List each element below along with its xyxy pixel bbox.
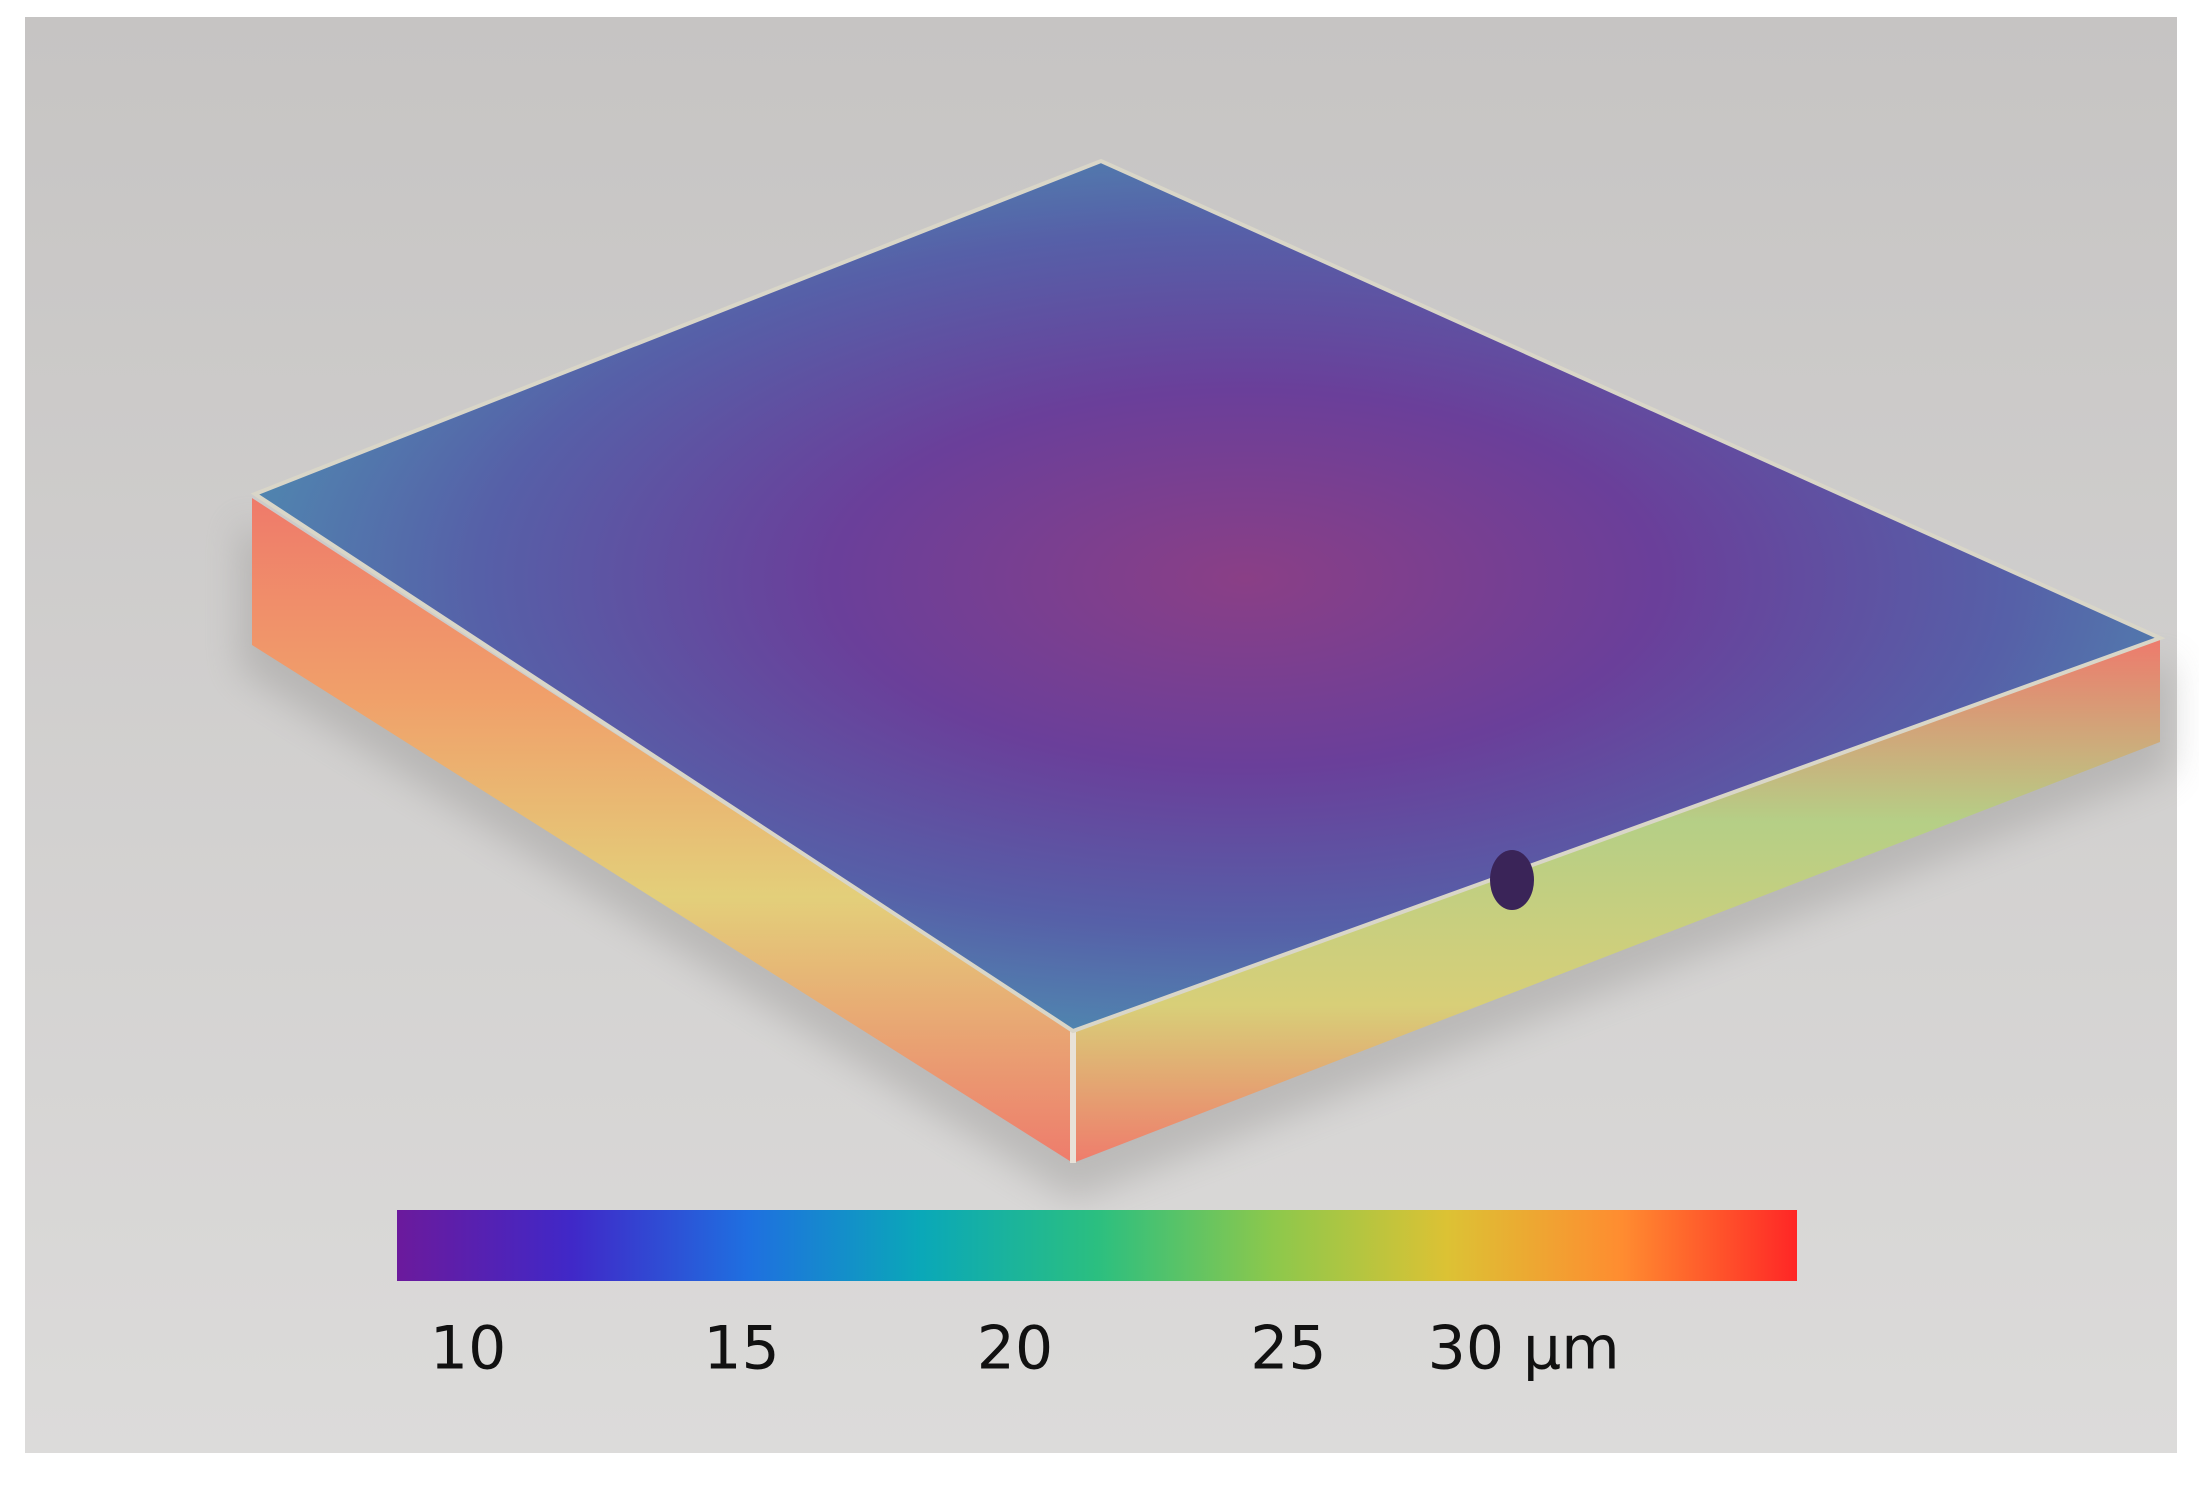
slab-top-face xyxy=(250,158,2166,1034)
slab-left-face xyxy=(252,498,1073,1163)
colorbar-tick-label: 15 xyxy=(703,1314,779,1384)
colorbar xyxy=(397,1210,1797,1281)
colorbar-tick-label: 25 xyxy=(1250,1314,1326,1384)
colorbar-tick-label: 20 xyxy=(977,1314,1053,1384)
slab-right-face xyxy=(1073,638,2160,1163)
defect xyxy=(1490,850,1534,910)
colorbar-tick-label: 10 xyxy=(430,1314,506,1384)
colorbar-tick-label: 30 μm xyxy=(1428,1314,1620,1384)
